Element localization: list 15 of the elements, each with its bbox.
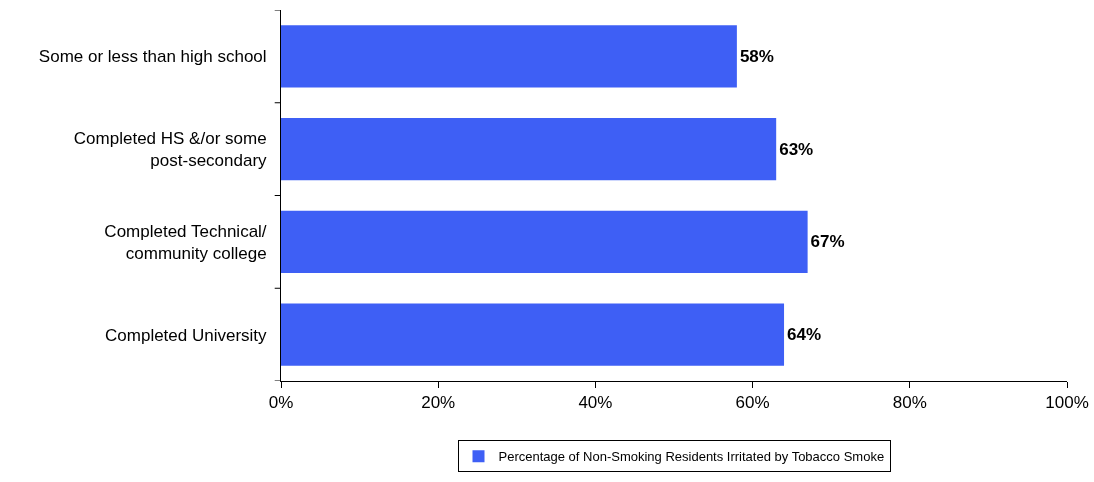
x-tick-label: 60% — [735, 393, 770, 413]
y-tick-label: Completed HS &/or some post-secondary — [73, 129, 268, 171]
x-tick-label: 100% — [1045, 393, 1089, 413]
x-tick-label: 0% — [268, 393, 294, 413]
data-label: 58% — [739, 46, 774, 66]
data-label: 64% — [787, 325, 822, 345]
y-tick-label: Some or less than high school — [38, 47, 267, 67]
x-tick-label: 20% — [421, 393, 456, 413]
legend-label: Percentage of Non-Smoking Residents Irritated by Tobacco Smoke — [498, 449, 885, 465]
x-tick-label: 80% — [892, 393, 927, 413]
y-tick-label: Completed Technical/ community college — [104, 221, 267, 263]
y-tick-label: Completed University — [105, 325, 268, 345]
x-tick-label: 40% — [578, 393, 613, 413]
data-label: 67% — [810, 232, 845, 252]
data-label: 63% — [779, 139, 814, 159]
